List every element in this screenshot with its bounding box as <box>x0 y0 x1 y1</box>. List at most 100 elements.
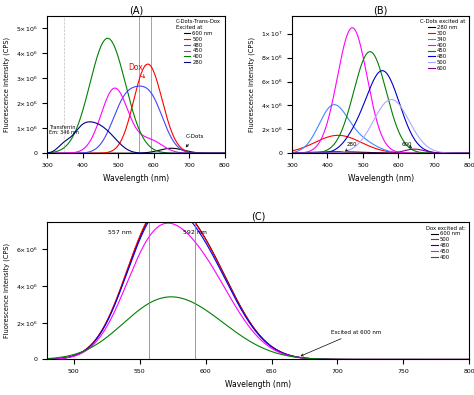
480 <box>45 357 50 361</box>
480 <box>377 357 383 362</box>
600 nm <box>217 151 222 156</box>
340 <box>371 142 376 147</box>
400 <box>375 124 381 128</box>
600 <box>429 150 435 155</box>
400 <box>454 357 460 362</box>
600 <box>461 151 467 156</box>
500 <box>455 357 460 362</box>
500 <box>250 324 255 329</box>
600 nm <box>126 151 132 156</box>
500 <box>131 98 137 103</box>
450 <box>429 151 435 156</box>
600 nm <box>169 146 174 150</box>
500 <box>377 357 383 362</box>
600 nm <box>66 355 72 359</box>
500 <box>184 149 190 154</box>
280 nm <box>461 151 467 156</box>
280 nm <box>298 150 304 155</box>
400 <box>466 151 472 156</box>
480 <box>184 150 190 154</box>
480 <box>455 357 460 362</box>
Line: 400: 400 <box>47 38 225 153</box>
450 <box>131 122 137 126</box>
Y-axis label: Fluorescence intensity (CPS): Fluorescence intensity (CPS) <box>4 243 10 338</box>
600 nm <box>222 151 228 156</box>
600 nm <box>239 306 245 311</box>
480 <box>54 151 59 156</box>
280 <box>217 151 222 156</box>
480 <box>165 203 171 207</box>
450 <box>454 357 460 362</box>
400 <box>217 151 222 156</box>
400 <box>298 150 304 155</box>
600 <box>461 151 467 156</box>
Title: (B): (B) <box>374 5 388 15</box>
400 <box>289 151 295 156</box>
480 <box>298 151 304 156</box>
480 <box>250 325 255 330</box>
400 <box>126 95 132 100</box>
450 <box>222 151 228 156</box>
450 <box>461 151 467 156</box>
Line: 300: 300 <box>292 135 469 153</box>
480 <box>429 150 435 154</box>
500 <box>66 355 72 359</box>
480 <box>289 151 295 156</box>
600 nm <box>466 357 472 362</box>
300 <box>371 145 376 150</box>
Line: 400: 400 <box>292 28 469 153</box>
600 <box>411 147 417 151</box>
340 <box>466 151 472 156</box>
280 <box>54 147 59 151</box>
280 nm <box>371 150 376 155</box>
400 <box>466 357 472 362</box>
Line: 500: 500 <box>292 100 469 153</box>
600 nm <box>454 357 460 362</box>
500 <box>461 151 467 156</box>
450 <box>66 355 72 360</box>
480 <box>66 355 72 359</box>
500 <box>45 357 50 361</box>
300 <box>375 147 381 152</box>
280 <box>131 150 137 154</box>
Y-axis label: Fluorescence intensity (CPS): Fluorescence intensity (CPS) <box>4 37 10 132</box>
480 <box>137 84 143 88</box>
450 <box>45 357 50 361</box>
480 <box>217 151 222 156</box>
450 <box>461 151 467 156</box>
450 <box>298 151 304 156</box>
600 <box>375 151 381 156</box>
480 <box>466 151 472 156</box>
X-axis label: Wavelength (nm): Wavelength (nm) <box>347 173 414 182</box>
400 <box>239 334 245 339</box>
500 <box>429 147 435 152</box>
600 nm <box>250 324 255 329</box>
500 <box>371 118 376 123</box>
Line: 600: 600 <box>292 149 469 153</box>
400 <box>105 36 110 41</box>
Line: 480: 480 <box>47 205 469 359</box>
Legend: 600 nm, 500, 480, 450, 400, 280: 600 nm, 500, 480, 450, 400, 280 <box>175 19 222 66</box>
280 nm <box>335 149 341 154</box>
Line: 600 nm: 600 nm <box>47 201 469 359</box>
300 <box>289 149 295 153</box>
480 <box>371 78 376 83</box>
400 <box>168 294 174 299</box>
400 <box>455 357 460 362</box>
480 <box>375 71 381 75</box>
Title: (A): (A) <box>129 5 143 15</box>
400 <box>429 151 435 156</box>
450 <box>455 357 460 362</box>
X-axis label: Wavelength (nm): Wavelength (nm) <box>103 173 169 182</box>
480 <box>45 151 50 156</box>
450 <box>466 151 472 156</box>
Text: Dox: Dox <box>128 62 145 78</box>
500 <box>126 117 132 121</box>
300 <box>461 151 467 156</box>
400 <box>222 151 228 156</box>
280 nm <box>429 151 435 156</box>
Text: Excited at 600 nm: Excited at 600 nm <box>301 330 381 356</box>
Line: 500: 500 <box>47 201 469 359</box>
400 <box>131 112 137 117</box>
Legend: 280 nm, 300, 340, 400, 450, 480, 500, 600: 280 nm, 300, 340, 400, 450, 480, 500, 60… <box>419 19 466 72</box>
